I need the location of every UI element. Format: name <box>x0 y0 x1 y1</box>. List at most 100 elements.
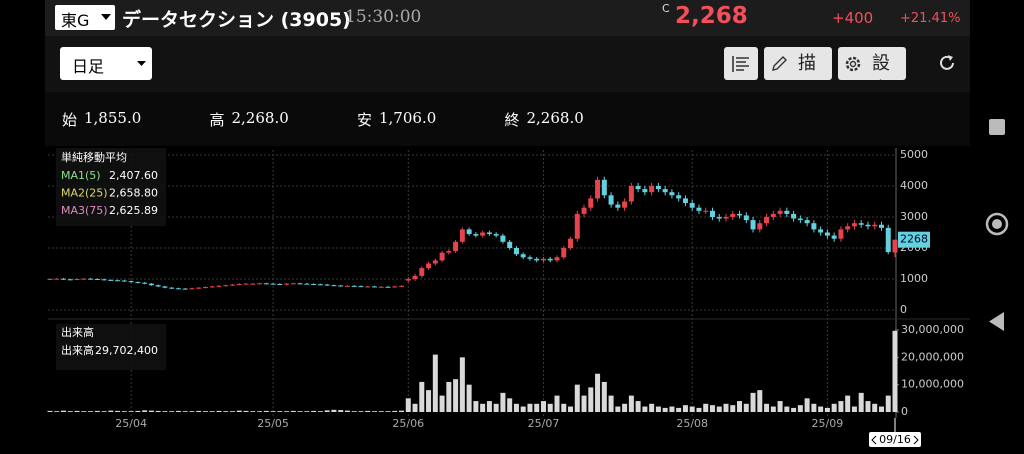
volume-bar <box>344 410 350 412</box>
ma-name: MA3(75) <box>61 204 108 217</box>
indicator-button[interactable] <box>724 47 758 80</box>
volume-bar <box>615 406 621 412</box>
y-tick-label: 1000 <box>900 272 928 285</box>
volume-bar <box>595 373 601 412</box>
period-select[interactable]: 日足 <box>60 47 152 80</box>
candle-body <box>351 285 357 287</box>
refresh-button[interactable] <box>937 53 957 73</box>
candle-body <box>757 223 763 230</box>
volume-bar <box>608 395 614 412</box>
candle-body <box>189 288 195 290</box>
candle-body <box>459 229 465 242</box>
volume-bar <box>74 410 80 412</box>
volume-bar <box>175 410 181 412</box>
candle-body <box>365 286 371 288</box>
volume-bar <box>250 411 256 412</box>
candle-body <box>845 226 851 230</box>
candle-body <box>216 285 222 287</box>
nav-icons <box>985 119 1009 331</box>
volume-bar <box>757 390 763 412</box>
volume-bar <box>554 395 560 412</box>
candle-body <box>696 207 702 211</box>
candle-body <box>500 235 506 242</box>
volume-bar <box>317 411 323 412</box>
candle-body <box>547 258 553 261</box>
android-nav-bar <box>972 0 1024 450</box>
volume-bar <box>703 403 709 412</box>
candle-body <box>358 286 364 288</box>
ma-name: MA2(25) <box>61 187 108 200</box>
volume-bar <box>419 381 425 412</box>
settings-button[interactable]: 設定 <box>838 47 906 80</box>
x-tick-label: 25/04 <box>115 417 147 430</box>
candle-body <box>642 189 648 193</box>
candle-body <box>263 283 269 285</box>
volume-bar <box>277 411 283 412</box>
volume-bar <box>371 411 377 412</box>
volume-bar <box>459 357 465 412</box>
cursor-prev-arrow <box>871 435 877 445</box>
volume-bar <box>297 411 303 412</box>
y-tick-label: 4000 <box>900 179 928 192</box>
volume-bar <box>324 410 330 412</box>
candle-body <box>317 284 323 286</box>
volume-bar <box>568 406 574 412</box>
volume-bar <box>81 411 87 412</box>
volume-bar <box>500 392 506 412</box>
candle-body <box>392 286 398 288</box>
volume-bar <box>304 411 310 412</box>
candle-body <box>290 283 296 285</box>
chart: 25/0425/0525/0625/0725/0825/090100020003… <box>47 148 970 447</box>
volume-bar <box>94 410 100 412</box>
volume-legend-name: 出来高 <box>61 343 94 357</box>
candle-body <box>250 283 256 285</box>
volume-bar <box>818 406 824 412</box>
candle-body <box>257 283 263 285</box>
volume-bar <box>682 405 688 412</box>
candle-body <box>750 220 756 230</box>
volume-bar <box>202 411 208 412</box>
draw-button[interactable]: 描画 <box>764 47 832 80</box>
candle-body <box>811 223 817 230</box>
volume-bar <box>507 398 513 412</box>
candle-body <box>507 241 513 248</box>
candle-body <box>608 195 614 205</box>
volume-legend-title: 出来高 <box>61 325 94 339</box>
change-pct: +21.41% <box>900 11 961 26</box>
recent-button[interactable] <box>989 119 1005 135</box>
candle-body <box>743 215 749 221</box>
cursor-next-arrow <box>913 435 919 445</box>
volume-bar <box>223 411 229 412</box>
volume-bar <box>290 410 296 412</box>
home-button[interactable] <box>985 212 1009 236</box>
candle-body <box>446 251 452 253</box>
last-price-tag <box>898 231 930 248</box>
back-button[interactable] <box>989 312 1004 331</box>
volume-bar <box>831 403 837 412</box>
candle-body <box>243 283 249 285</box>
candle-body <box>432 260 438 264</box>
candle-body <box>419 268 425 276</box>
market-select[interactable]: 東G <box>55 5 115 30</box>
volume-bar <box>365 410 371 412</box>
volume-bar <box>804 398 810 412</box>
toolbar: 日足 描画 設定 <box>45 36 970 92</box>
volume-bar <box>885 395 891 412</box>
volume-bar <box>101 411 107 412</box>
volume-tick-label: 30,000,000 <box>901 323 964 336</box>
header-bar: 東G データセクション (3905) 15:30:00 C 2,268 +400… <box>45 0 970 36</box>
candle-body <box>540 258 546 261</box>
candle-body <box>588 198 594 208</box>
candle-body <box>121 280 127 282</box>
candle-body <box>378 286 384 288</box>
candle-body <box>412 275 418 279</box>
volume-bar <box>47 410 53 412</box>
volume-bar <box>743 403 749 412</box>
volume-bar <box>845 395 851 412</box>
gear-icon <box>845 56 861 72</box>
candle-body <box>101 279 107 281</box>
candle-body <box>655 186 661 190</box>
candle-body <box>574 213 580 239</box>
volume-bar <box>770 406 776 412</box>
candle-body <box>676 195 682 199</box>
